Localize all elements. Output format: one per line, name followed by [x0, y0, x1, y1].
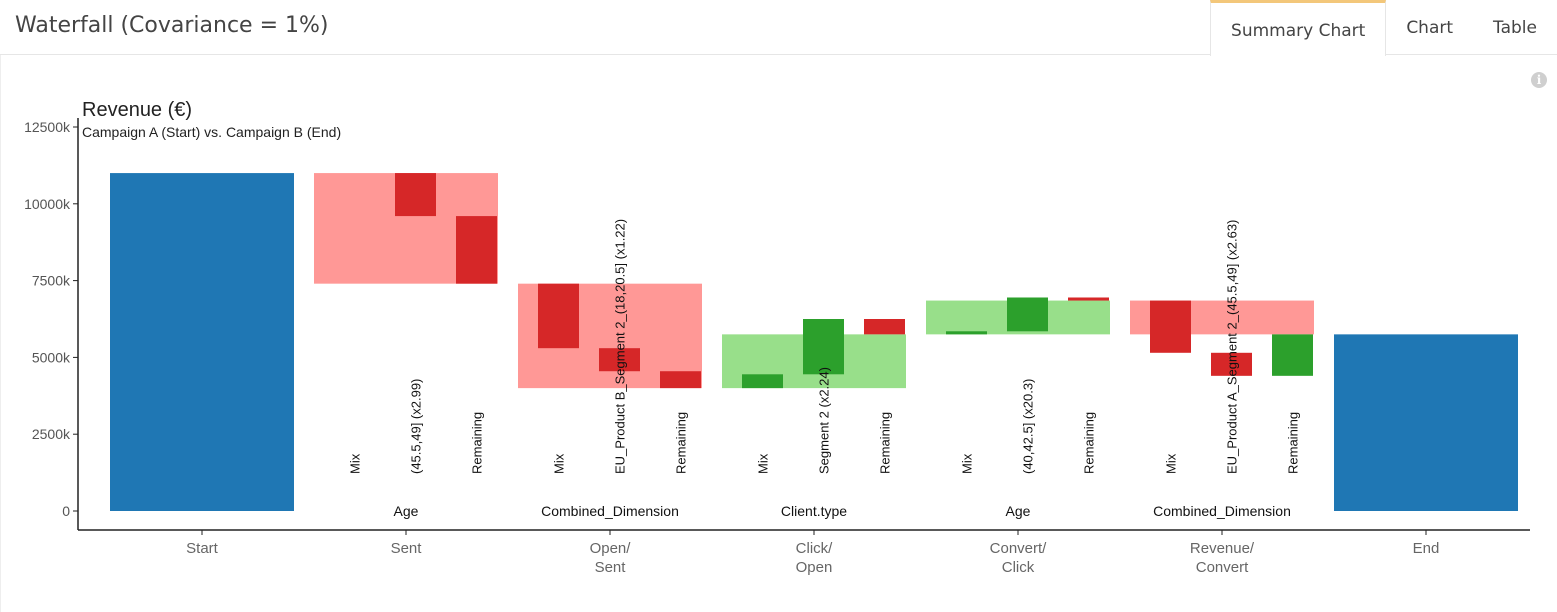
view-tabs: Summary Chart Chart Table — [1210, 0, 1557, 56]
y-tick-label: 7500k — [32, 273, 71, 289]
component-label: Remaining — [470, 412, 485, 474]
chart-subtitle: Campaign A (Start) vs. Campaign B (End) — [82, 124, 341, 140]
component-label: Mix — [552, 453, 567, 474]
component-label: (40,42.5] (x20.3) — [1021, 379, 1036, 474]
y-tick-label: 12500k — [24, 119, 71, 135]
component-label: Remaining — [1082, 412, 1097, 474]
x-tick-label-sent: Sent — [391, 540, 423, 557]
y-tick-label: 0 — [62, 503, 70, 519]
component-bar-open-sent-0 — [538, 283, 579, 349]
component-label: Mix — [960, 453, 975, 474]
component-bar-open-sent-1 — [599, 348, 640, 372]
component-bar-revenue-convert-0 — [1150, 300, 1191, 353]
dimension-label-convert-click: Age — [1006, 503, 1031, 519]
dimension-label-click-open: Client.type — [781, 503, 847, 519]
panel-left-border — [0, 55, 1, 612]
component-bar-click-open-1 — [803, 319, 844, 375]
component-bar-convert-click-1 — [1007, 297, 1048, 332]
component-bar-click-open-0 — [742, 374, 783, 389]
total-bar-end — [1334, 334, 1518, 511]
x-tick-label-open-sent: Open/Sent — [590, 540, 632, 576]
x-tick-label-revenue-convert: Revenue/Convert — [1190, 540, 1255, 576]
tab-summary-chart[interactable]: Summary Chart — [1210, 0, 1387, 56]
chart-title: Revenue (€) — [82, 99, 192, 121]
component-bar-sent-2 — [456, 216, 497, 284]
dimension-label-sent: Age — [394, 503, 419, 519]
component-bar-convert-click-0 — [946, 331, 987, 335]
y-tick-label: 5000k — [32, 349, 71, 365]
component-label: Mix — [756, 453, 771, 474]
y-tick-label: 2500k — [32, 426, 71, 442]
component-bar-revenue-convert-2 — [1272, 334, 1313, 376]
component-bar-click-open-2 — [864, 319, 905, 335]
x-tick-label-click-open: Click/Open — [796, 540, 834, 576]
x-tick-label-start: Start — [186, 540, 219, 557]
component-bar-sent-1 — [395, 173, 436, 217]
component-label: Remaining — [674, 412, 689, 474]
component-label: EU_Product B_Segment 2_(18,20.5] (x1.22) — [613, 219, 628, 474]
dimension-label-revenue-convert: Combined_Dimension — [1153, 503, 1291, 519]
info-circle-icon[interactable]: i — [1531, 72, 1547, 88]
component-label: (45.5,49] (x2.99) — [409, 379, 424, 474]
dimension-label-open-sent: Combined_Dimension — [541, 503, 679, 519]
component-label: Mix — [348, 453, 363, 474]
total-bar-start — [110, 173, 294, 511]
tab-chart[interactable]: Chart — [1406, 18, 1454, 38]
header-bar: Waterfall (Covariance = 1%) Summary Char… — [0, 0, 1557, 56]
y-tick-label: 10000k — [24, 196, 71, 212]
x-tick-label-convert-click: Convert/Click — [990, 540, 1048, 576]
tab-table[interactable]: Table — [1493, 18, 1537, 38]
component-label: EU_Product A_Segment 2_(45.5,49] (x2.63) — [1225, 220, 1240, 474]
component-bar-revenue-convert-1 — [1211, 352, 1252, 376]
x-tick-label-end: End — [1413, 540, 1440, 557]
component-label: Segment 2 (x2.24) — [817, 367, 832, 474]
component-bar-convert-click-2 — [1068, 297, 1109, 301]
component-label: Remaining — [878, 412, 893, 474]
component-label: Mix — [1164, 453, 1179, 474]
page-title: Waterfall (Covariance = 1%) — [15, 13, 329, 38]
component-label: Remaining — [1286, 412, 1301, 474]
component-bar-open-sent-2 — [660, 371, 701, 389]
